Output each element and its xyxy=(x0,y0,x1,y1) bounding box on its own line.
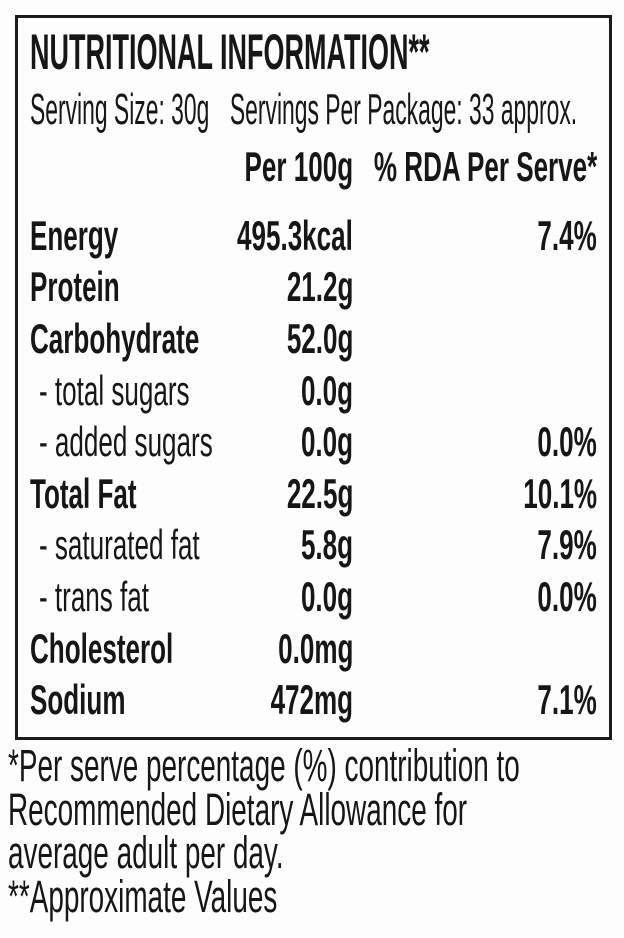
footnote-text: **Approximate Values xyxy=(8,870,278,922)
servings-per-package-text: Servings Per Package: 33 approx. xyxy=(229,85,578,134)
nutrient-row: Total Fat 22.5g 10.1% xyxy=(30,468,598,520)
nutrient-name: Total Fat xyxy=(30,469,137,517)
per-100g-value: 0.0g xyxy=(300,572,353,620)
column-header-spacer xyxy=(30,146,200,188)
rda-percent-value: 0.0% xyxy=(537,572,597,620)
per-100g-value-cell: 22.5g xyxy=(200,468,353,520)
per-100g-header-text: Per 100g xyxy=(244,143,353,190)
per-100g-value-cell: 5.8g xyxy=(200,520,353,572)
nutrient-row: - saturated fat 5.8g 7.9% xyxy=(30,520,598,572)
rda-percent-cell: 0.0% xyxy=(353,416,597,468)
rda-percent-cell: 7.1% xyxy=(353,674,597,726)
nutrient-name: Cholesterol xyxy=(30,624,174,672)
per-100g-value-cell: 495.3kcal xyxy=(200,210,353,262)
rda-percent-cell xyxy=(353,623,597,675)
nutrient-name: - trans fat xyxy=(39,572,149,620)
per-100g-value: 495.3kcal xyxy=(237,211,353,259)
nutrient-row: - added sugars 0.0g 0.0% xyxy=(30,416,598,468)
serving-size-text: Serving Size: 30g xyxy=(30,85,210,134)
footnote-line: Recommended Dietary Allowance for xyxy=(8,783,620,835)
nutrition-facts-box: NUTRITIONAL INFORMATION** Serving Size: … xyxy=(15,15,612,740)
nutrient-name: Sodium xyxy=(30,676,126,724)
per-100g-value-cell: 52.0g xyxy=(200,313,353,365)
nutrient-name-cell: Protein xyxy=(30,262,200,314)
nutrient-name: Carbohydrate xyxy=(30,314,200,362)
column-header-row: Per 100g % RDA Per Serve* xyxy=(30,143,598,190)
footnote-line: **Approximate Values xyxy=(8,870,620,922)
nutrient-name: - added sugars xyxy=(39,418,213,466)
per-100g-value: 22.5g xyxy=(286,469,353,517)
nutrient-name-cell: Total Fat xyxy=(30,468,200,520)
per-100g-value-cell: 472mg xyxy=(200,674,353,726)
nutrient-row: - total sugars 0.0g xyxy=(30,365,598,417)
label-title: NUTRITIONAL INFORMATION** xyxy=(30,26,598,78)
rda-percent-value: 7.4% xyxy=(537,211,597,259)
rda-percent-cell: 10.1% xyxy=(353,468,597,520)
nutrient-row: Protein 21.2g xyxy=(30,262,598,314)
rda-percent-cell: 7.9% xyxy=(353,520,597,572)
rda-percent-value: 7.1% xyxy=(537,676,597,724)
per-100g-value-cell: 21.2g xyxy=(200,262,353,314)
per-100g-value-cell: 0.0g xyxy=(200,365,353,417)
per-100g-value: 0.0g xyxy=(300,418,353,466)
nutrient-row: - trans fat 0.0g 0.0% xyxy=(30,571,598,623)
nutrient-name: Energy xyxy=(30,211,119,259)
rda-percent-value: 0.0% xyxy=(537,418,597,466)
rda-percent-cell xyxy=(353,365,597,417)
footnotes: *Per serve percentage (%) contribution t… xyxy=(8,740,620,922)
nutrient-name-cell: Energy xyxy=(30,210,200,262)
per-100g-value: 0.0mg xyxy=(277,624,353,672)
nutrient-row: Energy 495.3kcal 7.4% xyxy=(30,210,598,262)
footnote-text: Recommended Dietary Allowance for xyxy=(8,783,468,835)
per-100g-value-cell: 0.0mg xyxy=(200,623,353,675)
footnote-text: average adult per day. xyxy=(8,827,284,878)
rda-percent-cell xyxy=(353,262,597,314)
footnote-text: *Per serve percentage (%) contribution t… xyxy=(8,740,520,791)
nutrient-row: Cholesterol 0.0mg xyxy=(30,623,598,675)
nutrient-name-cell: - added sugars xyxy=(30,416,213,468)
column-header-rda-per-serve: % RDA Per Serve* xyxy=(353,143,597,190)
nutrient-name-cell: - trans fat xyxy=(30,571,200,623)
column-header-per-100g: Per 100g xyxy=(200,143,353,190)
nutrient-name-cell: - total sugars xyxy=(30,365,200,417)
rda-percent-value: 7.9% xyxy=(537,521,597,569)
rda-percent-value: 10.1% xyxy=(523,469,597,517)
footnote-line: *Per serve percentage (%) contribution t… xyxy=(8,740,620,791)
per-100g-value: 21.2g xyxy=(286,263,353,311)
nutrient-name-cell: Carbohydrate xyxy=(30,313,200,365)
nutrient-name: - total sugars xyxy=(39,366,190,414)
rda-percent-cell xyxy=(353,313,597,365)
nutrient-name-cell: Cholesterol xyxy=(30,623,200,675)
rda-header-text: % RDA Per Serve* xyxy=(373,143,597,190)
per-100g-value: 0.0g xyxy=(300,366,353,414)
rda-percent-cell: 7.4% xyxy=(353,210,597,262)
nutrient-rows: Energy 495.3kcal 7.4% Protein 21.2g Carb… xyxy=(30,210,598,726)
per-100g-value: 52.0g xyxy=(286,314,353,362)
nutrient-row: Sodium 472mg 7.1% xyxy=(30,674,598,726)
nutrient-name: - saturated fat xyxy=(39,521,200,569)
per-100g-value: 472mg xyxy=(270,676,353,724)
per-100g-value-cell: 0.0g xyxy=(200,571,353,623)
nutrient-row: Carbohydrate 52.0g xyxy=(30,313,598,365)
serving-info: Serving Size: 30g Servings Per Package: 3… xyxy=(30,88,598,132)
nutrient-name-cell: Sodium xyxy=(30,674,200,726)
rda-percent-cell: 0.0% xyxy=(353,571,597,623)
per-100g-value: 5.8g xyxy=(300,521,353,569)
per-100g-value-cell: 0.0g xyxy=(200,416,353,468)
label-title-text: NUTRITIONAL INFORMATION** xyxy=(30,24,430,80)
nutrient-name-cell: - saturated fat xyxy=(30,520,200,572)
nutrient-name: Protein xyxy=(30,263,120,311)
footnote-line: average adult per day. xyxy=(8,827,620,878)
